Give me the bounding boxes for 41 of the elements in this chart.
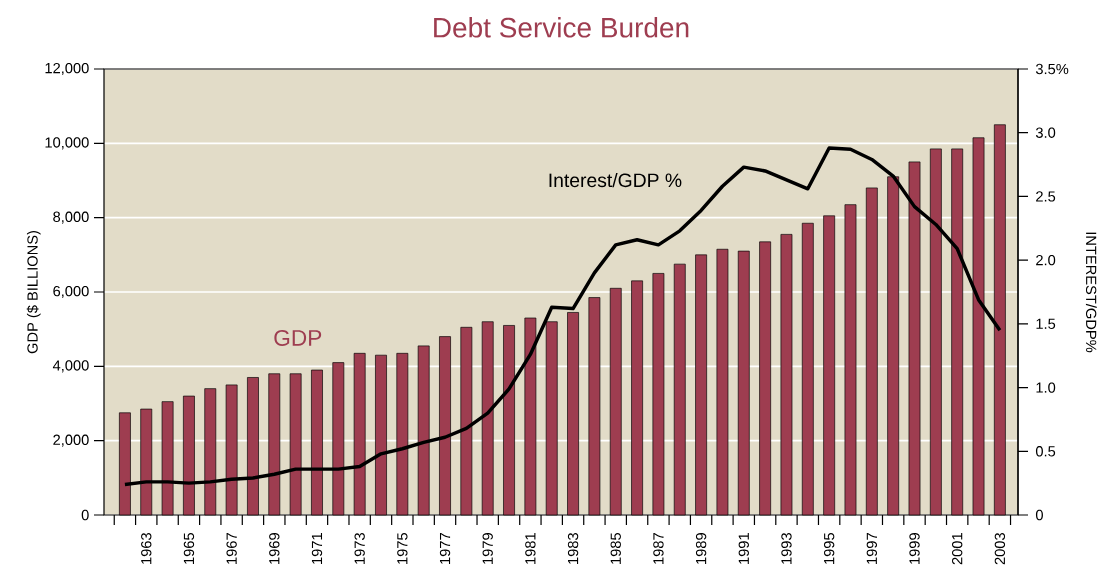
x-tick-label: 2003	[994, 533, 1006, 565]
x-tick-label: 1997	[866, 533, 878, 564]
series-label: GDP	[274, 329, 322, 346]
y-tick-label: 10,000	[45, 137, 89, 150]
y-tick-label: 0	[81, 509, 89, 521]
x-tick-label: 1993	[781, 533, 792, 564]
y-tick-label: 12,000	[45, 62, 89, 76]
x-tick-label: 1981	[525, 533, 536, 564]
y-axis-title: GDP ($ BILLIONS)	[26, 230, 41, 354]
x-tick-label: 1967	[226, 533, 237, 564]
x-tick-label: 1989	[695, 533, 707, 564]
series-label: Interest/GDP %	[549, 172, 682, 188]
x-tick-label: 1975	[397, 533, 408, 564]
x-tick-label: 1983	[567, 533, 579, 564]
y-tick-label: 4,000	[52, 360, 89, 373]
y2-tick-label: 0	[1035, 509, 1043, 521]
x-tick-label: 1999	[909, 533, 920, 564]
y2-tick-label: 2.0	[1036, 254, 1056, 266]
y2-tick-label: 1.0	[1036, 382, 1056, 393]
x-tick-label: 1977	[439, 533, 451, 564]
x-tick-label: 1985	[610, 533, 621, 564]
chart-title: Debt Service Burden	[434, 17, 689, 38]
x-tick-label: 1987	[653, 533, 664, 564]
y2-tick-label: 1.5	[1036, 318, 1056, 329]
x-tick-label: 1965	[183, 533, 195, 564]
y-tick-label: 6,000	[53, 285, 89, 299]
x-tick-label: 1973	[354, 533, 365, 564]
x-tick-label: 1963	[141, 533, 152, 564]
y2-tick-label: 0.5	[1035, 446, 1056, 457]
x-tick-label: 1969	[269, 533, 280, 564]
y2-tick-label: 3.0	[1035, 127, 1056, 138]
x-tick-label: 1995	[823, 533, 835, 564]
x-tick-label: 1979	[482, 533, 493, 564]
x-tick-label: 1991	[738, 533, 749, 564]
y2-tick-label: 3.5%	[1035, 63, 1069, 75]
y2-tick-label: 2.5	[1036, 191, 1056, 202]
y2-axis-title: INTEREST/GDP%	[1085, 232, 1097, 353]
x-tick-label: 2001	[952, 533, 963, 565]
y-tick-label: 8,000	[53, 211, 89, 224]
x-tick-label: 1971	[311, 533, 323, 564]
y-tick-label: 2,000	[53, 434, 89, 447]
